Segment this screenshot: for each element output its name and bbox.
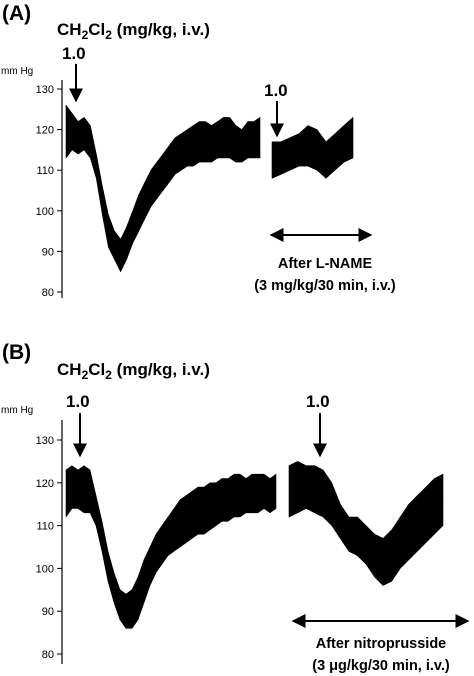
- condition-label-a-line1: After L-NAME: [278, 256, 373, 272]
- unit-label-b: mm Hg: [1, 405, 33, 416]
- panel-b: (B) CH2Cl2 (mg/kg, i.v.) 1.0 1.0 mm Hg 1…: [1, 341, 470, 674]
- panel-label-a: (A): [2, 2, 31, 25]
- drug-label-b: CH2Cl2 (mg/kg, i.v.): [57, 360, 210, 382]
- y-tick-label-a-100: 100: [36, 206, 54, 218]
- y-ticks-b: 130 120 110 100 90 80: [36, 435, 62, 661]
- dose-label-b-2: 1.0: [306, 392, 330, 411]
- bp-trace-b-after-treatment: [288, 461, 444, 586]
- y-tick-label-a-110: 110: [36, 165, 54, 177]
- y-tick-label-b-90: 90: [42, 606, 54, 618]
- condition-label-a-line2: (3 mg/kg/30 min, i.v.): [254, 278, 396, 294]
- panel-a: (A) CH2Cl2 (mg/kg, i.v.) 1.0 mm Hg 130 12…: [1, 2, 396, 299]
- dose-label-b-1: 1.0: [66, 392, 90, 411]
- panel-label-b: (B): [2, 341, 31, 364]
- y-tick-label-b-80: 80: [42, 649, 54, 661]
- y-tick-label-a-80: 80: [42, 287, 54, 299]
- y-tick-label-a-130: 130: [36, 84, 54, 96]
- bp-trace-a-control: [65, 104, 261, 272]
- y-tick-label-b-130: 130: [36, 435, 54, 447]
- y-tick-label-b-100: 100: [36, 563, 54, 575]
- y-tick-label-a-90: 90: [42, 246, 54, 258]
- bp-trace-b-control: [65, 465, 277, 629]
- y-tick-label-b-120: 120: [36, 478, 54, 490]
- y-tick-label-a-120: 120: [36, 125, 54, 137]
- y-tick-label-b-110: 110: [36, 521, 54, 533]
- drug-label-a: CH2Cl2 (mg/kg, i.v.): [57, 20, 210, 42]
- dose-label-a-1: 1.0: [62, 44, 86, 63]
- bp-trace-a-after-treatment: [271, 117, 354, 179]
- dose-label-a-2: 1.0: [264, 81, 288, 100]
- condition-label-b-line1: After nitroprusside: [316, 636, 447, 652]
- y-ticks-a: 130 120 110 100 90 80: [36, 84, 62, 299]
- unit-label-a: mm Hg: [1, 66, 33, 77]
- condition-label-b-line2: (3 μg/kg/30 min, i.v.): [312, 658, 450, 674]
